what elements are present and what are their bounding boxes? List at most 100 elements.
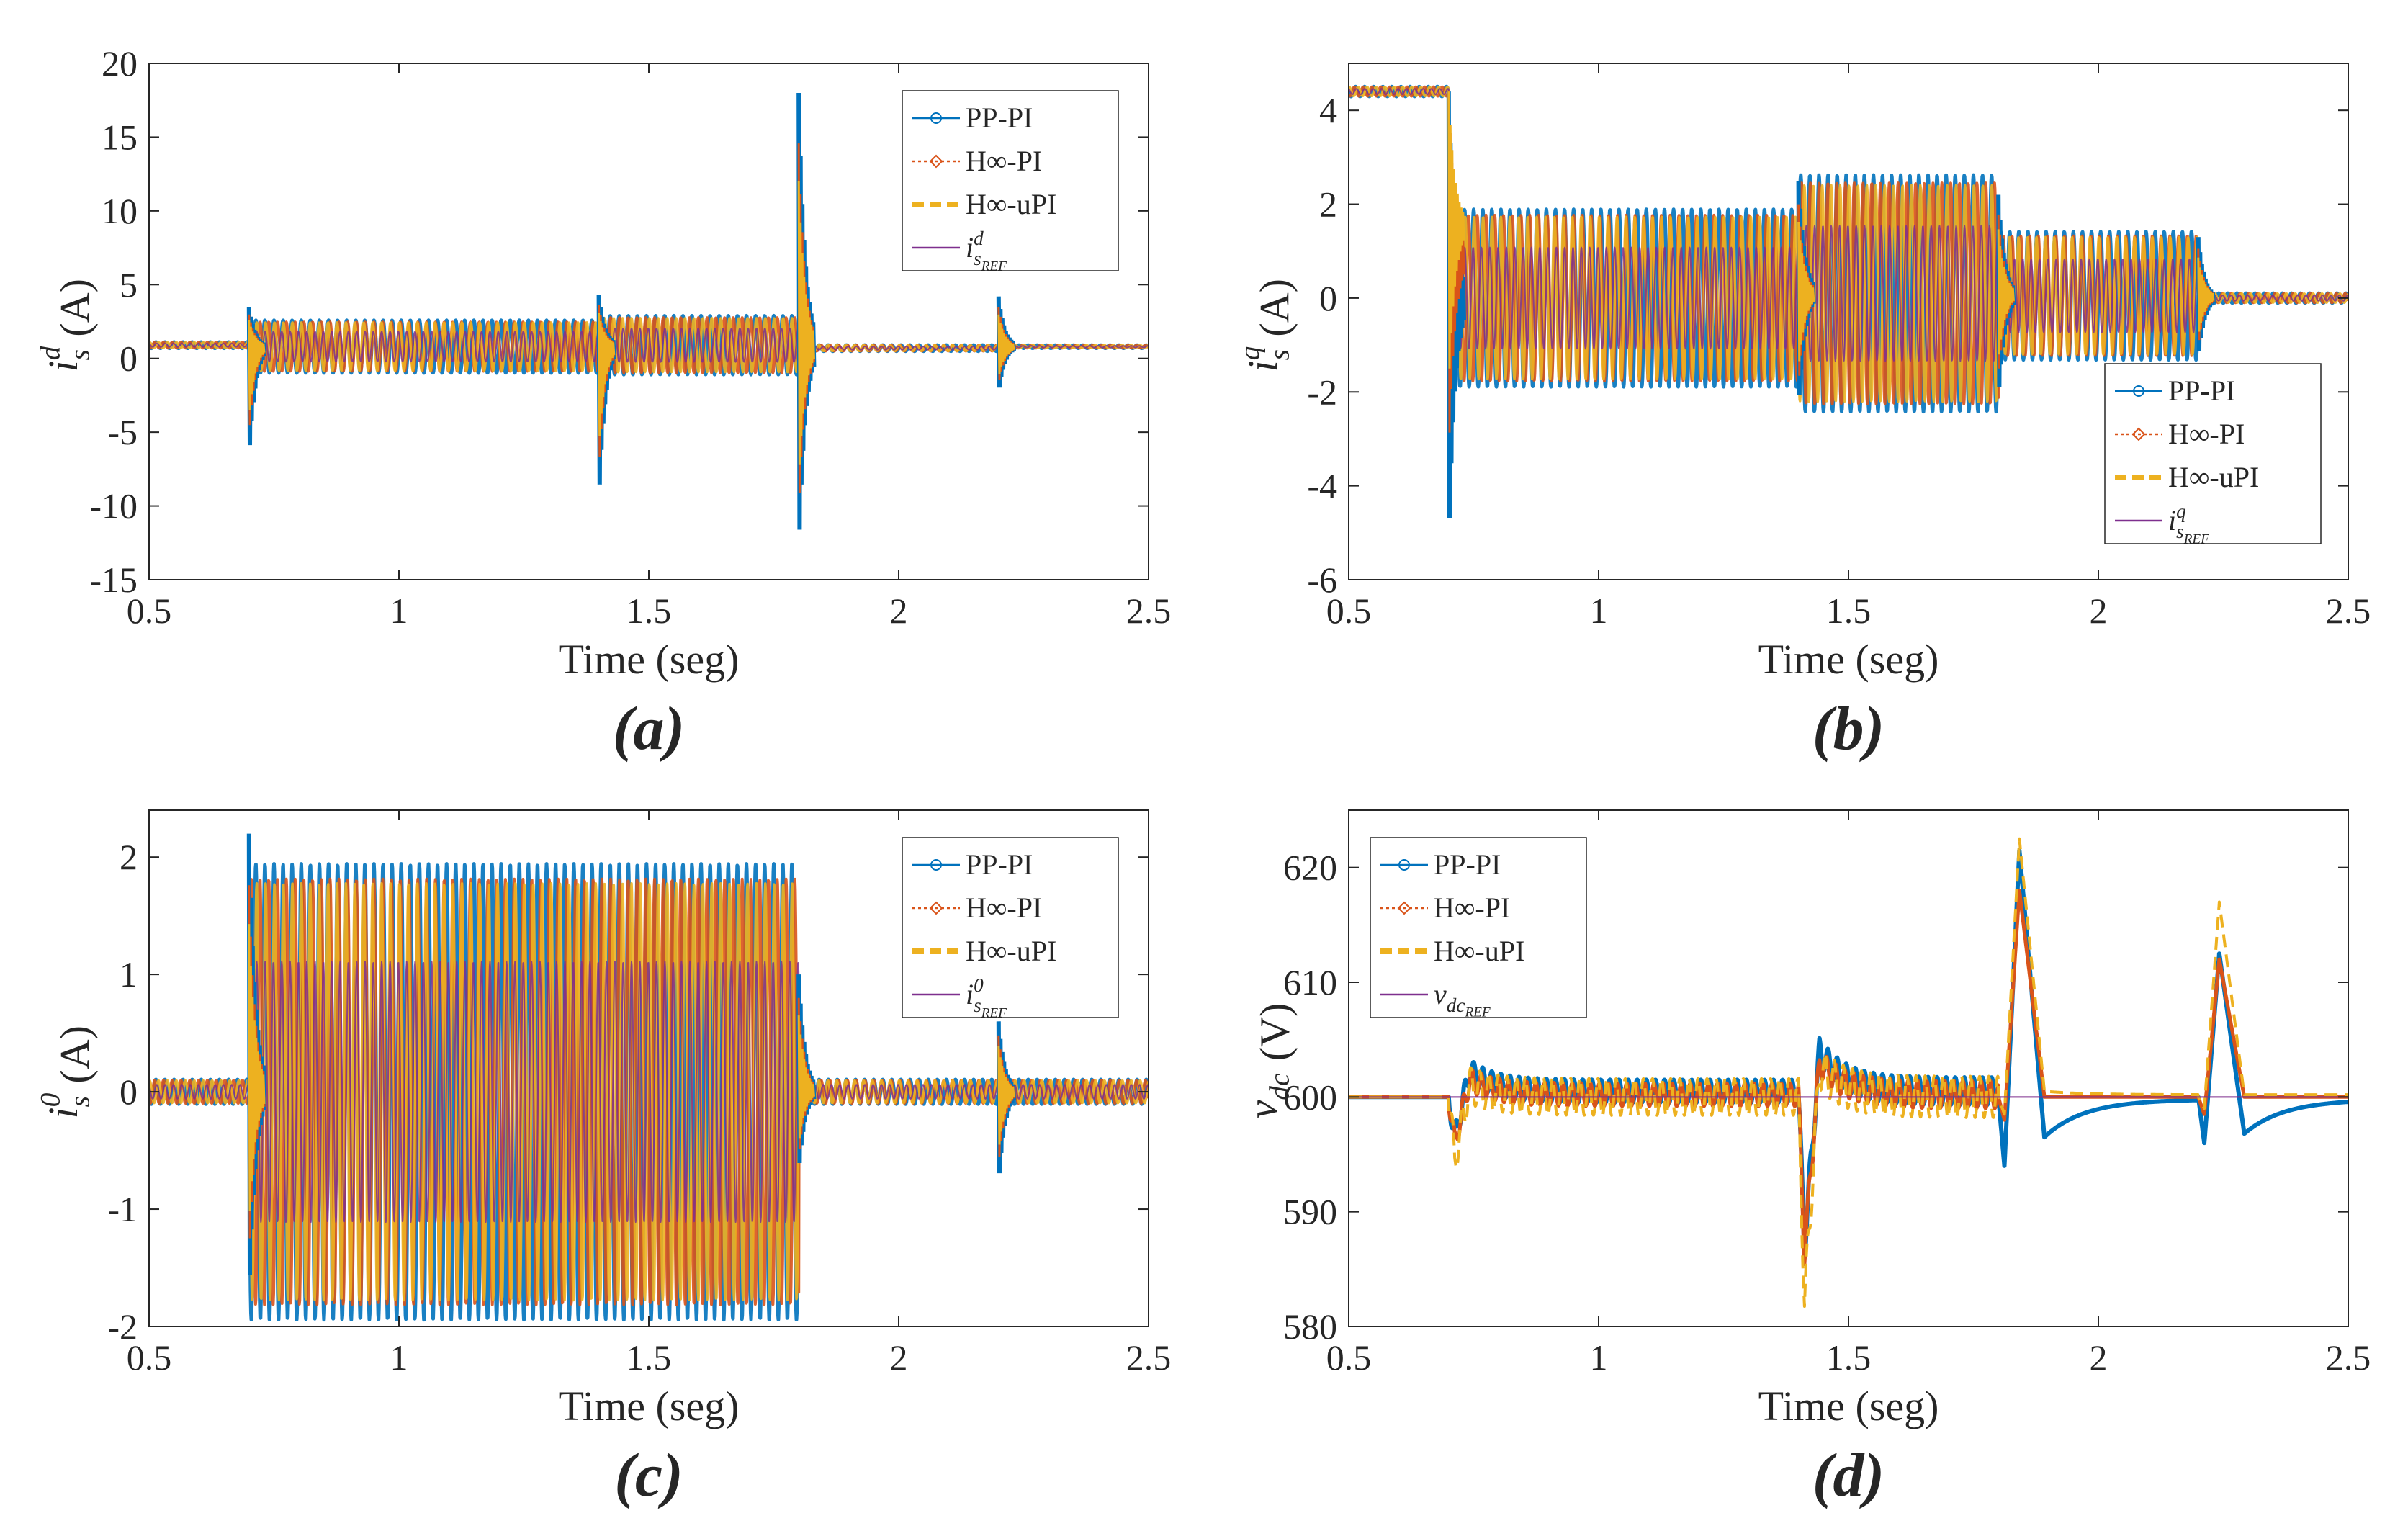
y-tick-label: -10	[89, 486, 138, 526]
x-axis-label: Time (seg)	[1758, 636, 1939, 683]
y-tick-label: -1	[107, 1189, 138, 1229]
y-tick-label: -15	[89, 560, 138, 600]
legend-marker-diamond	[1397, 901, 1411, 915]
series-hinf-upi	[1349, 837, 2348, 1308]
y-tick-label: -6	[1307, 560, 1337, 600]
x-tick-label: 0.5	[1326, 1337, 1372, 1378]
y-tick-label: 5	[120, 264, 138, 305]
panel-label: (d)	[1812, 1440, 1884, 1509]
legend: PP-PI H∞-PI H∞-uPI id sREF	[902, 90, 1119, 274]
legend-entry-reference: id sREF	[912, 228, 1007, 274]
panel-label: (a)	[613, 693, 685, 763]
transient-spike-hinf-upi	[1447, 91, 1465, 369]
legend-label-reference: vdcREF	[1434, 978, 1491, 1020]
legend-entry-hinf-upi: H∞-uPI	[2115, 461, 2259, 493]
legend-label: PP-PI	[966, 102, 1033, 134]
transient-spike-hinf-upi	[248, 320, 266, 410]
y-tick-label: -5	[107, 412, 138, 452]
y-tick-label: 0	[120, 1072, 138, 1112]
series-reference	[149, 961, 1149, 1223]
legend-entry-pp-pi: PP-PI	[912, 102, 1033, 134]
legend-entry-hinf-pi: H∞-PI	[912, 145, 1042, 177]
y-tick-label: 4	[1319, 90, 1337, 130]
transient-spike-hinf-upi	[598, 313, 616, 436]
legend-label: PP-PI	[2168, 374, 2235, 407]
series-reference	[149, 327, 1149, 363]
x-tick-label: 1	[390, 1337, 408, 1378]
legend-entry-hinf-upi: H∞-uPI	[912, 935, 1056, 967]
legend-box	[902, 90, 1119, 271]
series-hinf-upi	[1349, 86, 2348, 403]
transient-spike-hinf-upi	[1797, 221, 1815, 362]
legend-box	[2104, 363, 2322, 544]
transient-spike-hinf-upi	[248, 924, 266, 1211]
legend-entry-hinf-pi: H∞-PI	[1380, 892, 1510, 924]
y-tick-label: 580	[1283, 1306, 1337, 1347]
series-reference	[1349, 88, 2348, 362]
legend-label-reference: i0 sREF	[966, 974, 1007, 1020]
legend-label: H∞-uPI	[966, 188, 1056, 220]
legend-label: H∞-PI	[1434, 892, 1510, 924]
legend-entry-pp-pi: PP-PI	[2115, 374, 2235, 407]
x-tick-label: 1	[1590, 1337, 1608, 1378]
x-axis-label: Time (seg)	[1758, 1383, 1939, 1429]
y-tick-label: 620	[1283, 848, 1337, 888]
y-tick-label: 0	[120, 338, 138, 379]
y-tick-label: 2	[120, 837, 138, 877]
legend-entry-hinf-pi: H∞-PI	[2115, 418, 2245, 450]
y-tick-label: 610	[1283, 962, 1337, 1002]
transient-spike-hinf-upi	[797, 1015, 815, 1139]
x-tick-label: 2.5	[1126, 591, 1172, 631]
legend-label: PP-PI	[1434, 848, 1501, 881]
legend-marker-circle	[1398, 859, 1410, 871]
panel-label: (b)	[1812, 693, 1884, 763]
chart-panel-b: 0.5 1 1.5 2 2.5 -6 -4 -2 0 2 4 Time (seg) iqs(A) (b) P…	[1234, 63, 2371, 763]
x-tick-label: 1.5	[1826, 1337, 1872, 1378]
legend-entry-reference: i0 sREF	[912, 974, 1007, 1020]
y-tick-label: 10	[102, 191, 138, 231]
panel-label: (c)	[614, 1440, 683, 1509]
legend-entry-pp-pi: PP-PI	[912, 848, 1033, 881]
x-tick-label: 0.5	[1326, 591, 1372, 631]
legend-marker-circle	[2133, 385, 2144, 397]
y-tick-label: -4	[1307, 466, 1337, 506]
legend: PP-PI H∞-PI H∞-uPI i0 sREF	[902, 837, 1119, 1020]
legend-entry-hinf-upi: H∞-uPI	[1380, 935, 1524, 967]
legend-marker-circle	[930, 859, 942, 871]
legend-label: H∞-uPI	[966, 935, 1056, 967]
svg-text:vdc(V): vdc(V)	[1239, 1003, 1298, 1119]
chart-panel-d: 0.5 1 1.5 2 2.5 580 590 600 610 620 Time (seg) vdc(…	[1239, 809, 2371, 1509]
legend: PP-PI H∞-PI H∞-uPI iq sREF	[2104, 363, 2322, 547]
x-tick-label: 2.5	[2326, 1337, 2371, 1378]
plot-area	[149, 92, 1149, 530]
transient-spike-hinf-upi	[997, 314, 1015, 374]
plot-area	[1349, 84, 2348, 518]
x-tick-label: 1.5	[626, 1337, 672, 1378]
legend-label-reference: id sREF	[966, 228, 1007, 274]
y-tick-label: 20	[102, 43, 138, 84]
transient-spike-hinf-upi	[2197, 257, 2215, 332]
x-axis-label: Time (seg)	[559, 1383, 740, 1429]
transient-spike-hinf-upi	[797, 181, 815, 465]
legend-entry-reference: iq sREF	[2115, 500, 2209, 547]
legend-box	[1370, 837, 1587, 1018]
legend-marker-diamond	[929, 901, 943, 915]
x-tick-label: 1.5	[626, 591, 672, 631]
y-tick-label: 0	[1319, 278, 1337, 318]
legend-entry-pp-pi: PP-PI	[1380, 848, 1501, 881]
y-axis-label: ids(A)	[35, 279, 99, 372]
legend-marker-circle	[930, 112, 942, 124]
legend-label-reference: iq sREF	[2168, 500, 2209, 547]
series-hinf-upi	[149, 317, 1149, 374]
legend-label: H∞-uPI	[2168, 461, 2259, 493]
legend-box	[902, 837, 1119, 1018]
plot-area	[1349, 837, 2348, 1308]
legend-entry-hinf-pi: H∞-PI	[912, 892, 1042, 924]
chart-panel-a: 0.5 1 1.5 2 2.5 -15 -10 -5 0 5 10 15 20 Time (seg) ids…	[35, 43, 1172, 763]
legend: PP-PI H∞-PI H∞-uPI vdcREF	[1370, 837, 1587, 1020]
legend-marker-diamond	[2131, 427, 2146, 441]
legend-marker-diamond	[929, 154, 943, 169]
y-tick-label: -2	[1307, 372, 1337, 412]
legend-label: H∞-uPI	[1434, 935, 1524, 967]
y-axis-label: iqs(A)	[1234, 279, 1298, 372]
